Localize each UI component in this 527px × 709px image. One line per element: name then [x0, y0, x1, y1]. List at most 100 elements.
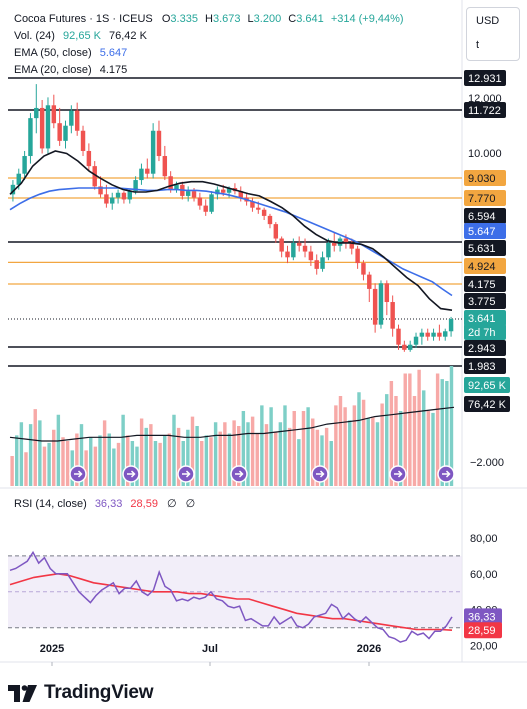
- rsi-value-tag-text: 36,33: [468, 611, 496, 623]
- volume-bar: [431, 412, 435, 486]
- volume-bar: [449, 366, 454, 486]
- price-tag-label: 12.931: [468, 73, 502, 85]
- candle-body: [22, 156, 27, 174]
- candle-body: [355, 248, 360, 264]
- candle-body: [28, 118, 33, 157]
- volume-bar: [422, 390, 426, 486]
- candle-body: [104, 194, 109, 204]
- volume-bar: [163, 435, 167, 486]
- volume-bar: [408, 373, 412, 486]
- candle-body: [332, 242, 337, 246]
- rsi-tick-label: 20,00: [470, 641, 498, 653]
- volume-bar: [116, 442, 121, 486]
- volume-bar: [297, 439, 301, 486]
- candle-body: [448, 319, 454, 332]
- volume-bar: [403, 373, 407, 486]
- volume-bar: [167, 433, 172, 486]
- candle-body: [291, 242, 296, 258]
- price-tag: [464, 223, 506, 239]
- volume-bar: [398, 411, 403, 486]
- tradingview-logo[interactable]: TradingView: [8, 679, 154, 707]
- event-marker-arrow: [127, 470, 136, 478]
- price-tag: [464, 190, 506, 206]
- volume-bar: [237, 426, 241, 486]
- volume-bar: [352, 405, 357, 486]
- price-tag-label: 4.924: [468, 261, 496, 273]
- volume-bar: [274, 431, 278, 486]
- candle-body: [57, 123, 62, 141]
- rsi-value: 36,33: [94, 498, 123, 510]
- volume-bar: [19, 422, 24, 486]
- volume-bar: [223, 422, 227, 486]
- volume-bar: [190, 416, 195, 486]
- candle-body: [308, 251, 314, 261]
- price-tag-label: 1.983: [468, 361, 496, 373]
- candle-body: [34, 107, 39, 119]
- ema50-value: 5.647: [99, 47, 128, 59]
- volume-ma-tag: [464, 396, 510, 412]
- candle-body: [133, 180, 138, 192]
- volume-bar: [38, 420, 42, 486]
- volume-bar: [329, 441, 333, 486]
- ema20-line: [9, 150, 453, 311]
- candle-body: [16, 173, 21, 185]
- volume-bar: [158, 442, 162, 486]
- volume-bar: [79, 424, 84, 486]
- candle-body: [215, 189, 220, 195]
- volume-bar: [241, 411, 246, 486]
- event-marker-icon: [389, 465, 407, 483]
- candle-body: [168, 176, 173, 190]
- volume-ma-line: [9, 406, 455, 442]
- candle-body: [150, 130, 156, 174]
- rsi-label: RSI (14, close): [14, 498, 87, 510]
- volume-bar: [375, 422, 380, 486]
- candle-body: [80, 130, 86, 151]
- candle-body: [273, 224, 279, 239]
- rsi-symbol-a: ∅: [167, 498, 177, 510]
- rsi-ma-tag-text: 28,59: [468, 625, 496, 637]
- volume-bar: [218, 431, 222, 486]
- candle-body: [407, 344, 413, 350]
- volume-bar: [93, 446, 98, 486]
- volume-bar: [385, 394, 389, 486]
- time-tick-label: 2025: [40, 643, 64, 655]
- volume-bar: [389, 381, 394, 486]
- candle-body: [197, 197, 203, 206]
- price-change: +314 (+9,44%): [330, 13, 404, 25]
- volume-bar: [227, 433, 232, 486]
- price-tag: [464, 276, 506, 292]
- candle-body: [419, 332, 425, 337]
- candle-body: [110, 197, 115, 204]
- price-tag-label: 11.722: [468, 105, 501, 117]
- time-tick-label: 2026: [357, 643, 381, 655]
- candle-body: [74, 110, 80, 131]
- candle-body: [191, 191, 197, 198]
- volume-bar: [301, 411, 306, 486]
- candle-body: [384, 283, 390, 303]
- currency-unit-button[interactable]: USD t: [466, 7, 520, 61]
- candle-body: [413, 336, 419, 345]
- candle-body: [425, 332, 430, 337]
- volume-bar: [445, 381, 449, 486]
- volume-bar: [250, 416, 255, 486]
- candle-body: [378, 283, 384, 325]
- event-marker-icon: [311, 465, 329, 483]
- candle-body: [343, 238, 349, 243]
- symbol-title: Cocoa Futures · 1S · ICEUS: [14, 13, 153, 25]
- volume-bar: [181, 441, 185, 486]
- volume-bar: [130, 441, 135, 486]
- volume-bar: [412, 396, 417, 486]
- candle-body: [296, 242, 302, 246]
- candle-body: [45, 105, 51, 149]
- candle-body: [320, 257, 325, 269]
- volume-bar: [348, 420, 352, 486]
- candle-body: [302, 245, 308, 252]
- rsi-line: [9, 550, 453, 643]
- price-tag-label: 7.770: [468, 193, 496, 205]
- unit-label: t: [476, 39, 480, 51]
- event-marker-arrow: [394, 470, 403, 478]
- volume-bar: [195, 426, 199, 486]
- volume-bar: [357, 392, 361, 486]
- candle-body: [367, 274, 372, 289]
